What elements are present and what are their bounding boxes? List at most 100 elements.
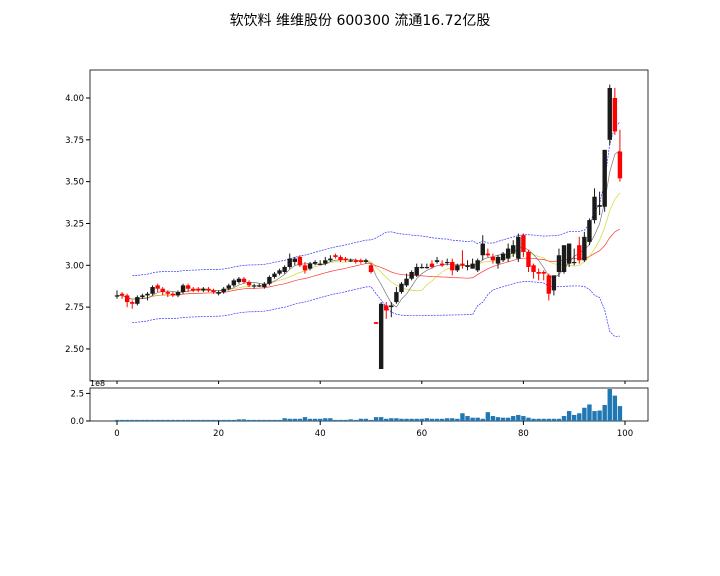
volume-bar xyxy=(353,419,358,421)
volume-bar xyxy=(130,419,135,421)
volume-bar xyxy=(206,419,211,421)
candle-body xyxy=(541,271,546,274)
candle-body xyxy=(287,258,292,267)
volume-bar xyxy=(348,419,353,421)
candle-body xyxy=(546,275,551,294)
candle-body xyxy=(135,297,140,304)
candle-body xyxy=(460,263,465,266)
volume-bar xyxy=(231,419,237,421)
volume-bar xyxy=(495,417,501,421)
ma10-line xyxy=(117,192,621,300)
volume-bar xyxy=(409,418,414,421)
volume-bar xyxy=(470,417,475,421)
candle-body xyxy=(119,293,125,296)
volume-bar xyxy=(140,419,145,421)
candle-body xyxy=(445,261,450,264)
price-ytick-label: 4.00 xyxy=(65,94,84,104)
volume-bar xyxy=(211,419,216,421)
candle-body xyxy=(480,243,485,256)
candle-body xyxy=(358,260,364,262)
volume-bar xyxy=(399,418,404,421)
candle-body xyxy=(536,271,541,274)
xtick-label: 40 xyxy=(315,429,326,439)
volume-bar xyxy=(201,419,206,421)
candle-body xyxy=(175,292,181,296)
candle-body xyxy=(399,283,404,293)
volume-bar xyxy=(119,419,125,421)
candle-body xyxy=(241,278,247,283)
volume-bar xyxy=(135,419,140,421)
volume-bar xyxy=(592,411,597,421)
xtick-label: 20 xyxy=(213,429,224,439)
candle-body xyxy=(577,245,582,261)
candle-body xyxy=(500,253,506,261)
candle-body xyxy=(140,295,145,298)
volume-bar xyxy=(170,419,176,421)
volume-bar xyxy=(307,418,313,421)
candle-body xyxy=(180,285,186,293)
candle-body xyxy=(170,293,176,296)
volume-bar xyxy=(312,418,318,421)
candle-body xyxy=(597,205,602,207)
candle-body xyxy=(302,265,308,271)
volume-bar xyxy=(577,413,582,421)
candle-body xyxy=(196,288,201,291)
candle-body xyxy=(343,258,348,261)
volume-ytick-label: 2.5 xyxy=(70,389,84,399)
volume-bar xyxy=(272,419,277,421)
volume-bar xyxy=(333,419,338,421)
volume-bar xyxy=(546,418,551,421)
volume-bar xyxy=(358,418,364,421)
volume-bar xyxy=(318,418,323,421)
candle-body xyxy=(521,235,526,252)
volume-bar xyxy=(414,418,419,421)
volume-bar xyxy=(236,419,242,421)
candle-body xyxy=(414,266,419,276)
candle-body xyxy=(495,256,501,264)
volume-bar xyxy=(429,418,435,421)
volume-bar xyxy=(531,418,536,421)
volume-bar xyxy=(150,419,155,421)
candle-body xyxy=(318,263,323,265)
candle-body xyxy=(424,266,430,269)
candle-body xyxy=(602,149,607,207)
volume-bar xyxy=(450,418,455,421)
volume-bar xyxy=(419,418,424,421)
candle-body xyxy=(191,288,196,291)
chart-title: 软饮料 维维股份 600300 流通16.72亿股 xyxy=(229,13,491,29)
volume-bar xyxy=(328,418,333,421)
volume-bar xyxy=(282,418,287,421)
candle-body xyxy=(587,220,592,242)
volume-bar xyxy=(373,417,379,421)
price-ytick-label: 2.75 xyxy=(65,303,84,313)
volume-bar xyxy=(165,419,170,421)
candle-body xyxy=(312,261,318,264)
candle-body xyxy=(307,263,313,269)
candle-body xyxy=(353,260,358,262)
candle-body xyxy=(368,265,374,272)
candle-body xyxy=(328,258,333,261)
volume-bar xyxy=(124,419,130,421)
ma20-line xyxy=(117,228,621,300)
candle-body xyxy=(384,305,389,311)
candle-body xyxy=(551,275,557,291)
volume-bar xyxy=(556,418,562,421)
candle-body xyxy=(201,288,206,291)
candle-body xyxy=(338,256,343,261)
volume-bar xyxy=(185,419,191,421)
candle-body xyxy=(216,292,221,294)
candle-body xyxy=(155,285,160,289)
candle-body xyxy=(429,263,435,267)
candle-body xyxy=(389,305,394,308)
volume-bar xyxy=(378,417,384,421)
volume-bar xyxy=(505,417,511,421)
volume-bar xyxy=(445,418,450,421)
volume-bar xyxy=(287,418,292,421)
candle-body xyxy=(465,265,470,267)
volume-bar xyxy=(180,419,186,421)
volume-bar xyxy=(561,416,567,421)
candle-body xyxy=(378,303,384,370)
volume-bar xyxy=(612,395,618,421)
volume-bar xyxy=(196,419,201,421)
volume-bar xyxy=(607,389,612,421)
